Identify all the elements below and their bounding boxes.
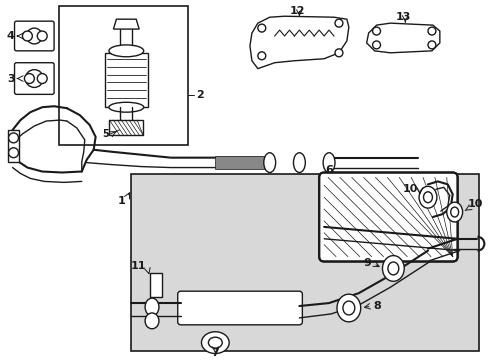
Ellipse shape [145,298,159,316]
Text: 3: 3 [7,73,15,84]
Bar [215,156,269,168]
Circle shape [334,49,342,57]
Circle shape [26,28,42,44]
Text: 9: 9 [363,258,371,269]
Ellipse shape [382,256,404,281]
Circle shape [427,41,435,49]
Circle shape [37,31,47,41]
Text: 7: 7 [211,347,219,357]
Ellipse shape [208,337,222,348]
Ellipse shape [387,262,398,275]
Ellipse shape [336,294,360,322]
FancyBboxPatch shape [177,291,302,325]
Bar [104,53,148,107]
FancyBboxPatch shape [15,21,54,51]
Polygon shape [366,23,439,53]
Ellipse shape [342,301,354,315]
Bar [8,130,20,162]
Circle shape [257,24,265,32]
Circle shape [24,73,34,84]
Circle shape [22,31,32,41]
Bar [150,273,162,297]
FancyBboxPatch shape [15,63,54,94]
FancyBboxPatch shape [319,172,457,261]
Text: 4: 4 [7,31,15,41]
Ellipse shape [263,153,275,172]
Circle shape [9,148,19,158]
Circle shape [25,69,43,87]
Ellipse shape [418,186,436,208]
Text: 1: 1 [117,196,125,206]
Bar [131,175,478,351]
Text: 11: 11 [130,261,146,271]
Text: 5: 5 [102,129,109,139]
Circle shape [372,41,380,49]
Circle shape [37,73,47,84]
Bar [59,6,187,145]
Circle shape [427,27,435,35]
Ellipse shape [446,202,462,222]
Ellipse shape [293,153,305,172]
Ellipse shape [323,153,334,172]
Text: 2: 2 [196,90,204,100]
Polygon shape [113,19,139,29]
Ellipse shape [109,45,143,57]
Text: 10: 10 [467,199,482,209]
Circle shape [334,19,342,27]
Ellipse shape [145,313,159,329]
Ellipse shape [201,332,229,354]
Text: 8: 8 [373,301,381,311]
Ellipse shape [450,207,458,217]
Circle shape [9,133,19,143]
Circle shape [372,27,380,35]
Text: 10: 10 [402,184,417,194]
Bar [109,120,143,135]
Ellipse shape [423,192,431,203]
Text: 6: 6 [325,165,332,175]
Text: 13: 13 [395,12,410,22]
Circle shape [257,52,265,60]
Text: 12: 12 [289,6,305,16]
Polygon shape [249,16,348,69]
Ellipse shape [109,102,143,112]
